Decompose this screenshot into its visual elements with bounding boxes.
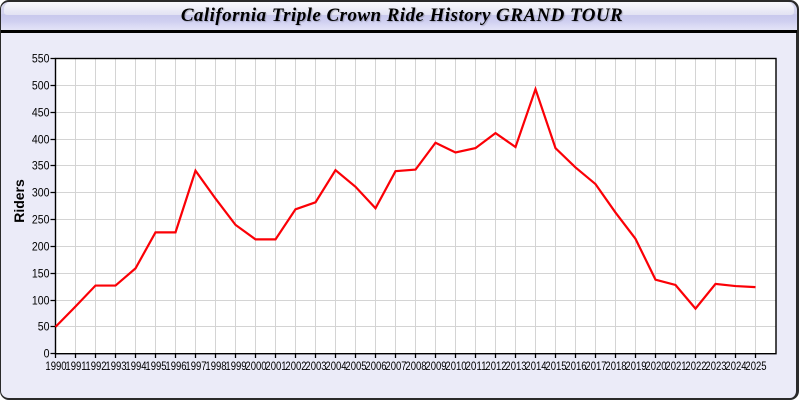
svg-text:2007: 2007 xyxy=(385,359,406,373)
svg-text:1993: 1993 xyxy=(105,359,126,373)
svg-text:2018: 2018 xyxy=(605,359,626,373)
svg-text:1992: 1992 xyxy=(85,359,106,373)
svg-text:550: 550 xyxy=(32,52,50,66)
svg-text:1998: 1998 xyxy=(205,359,226,373)
svg-text:2020: 2020 xyxy=(645,359,666,373)
svg-text:2016: 2016 xyxy=(565,359,586,373)
svg-text:150: 150 xyxy=(32,267,50,281)
svg-text:2015: 2015 xyxy=(545,359,566,373)
svg-text:2004: 2004 xyxy=(325,359,346,373)
svg-text:0: 0 xyxy=(44,347,50,361)
svg-text:2010: 2010 xyxy=(445,359,466,373)
svg-text:2001: 2001 xyxy=(265,359,286,373)
svg-text:2000: 2000 xyxy=(245,359,266,373)
svg-text:2006: 2006 xyxy=(365,359,386,373)
svg-text:1991: 1991 xyxy=(65,359,86,373)
svg-text:250: 250 xyxy=(32,213,50,227)
svg-text:2011: 2011 xyxy=(465,359,486,373)
svg-text:1995: 1995 xyxy=(145,359,166,373)
svg-text:2009: 2009 xyxy=(425,359,446,373)
svg-text:2005: 2005 xyxy=(345,359,366,373)
svg-text:1997: 1997 xyxy=(185,359,206,373)
svg-text:300: 300 xyxy=(32,186,50,200)
svg-text:1996: 1996 xyxy=(165,359,186,373)
svg-text:450: 450 xyxy=(32,106,50,120)
svg-text:2008: 2008 xyxy=(405,359,426,373)
svg-text:Riders: Riders xyxy=(11,179,27,223)
svg-text:2014: 2014 xyxy=(525,359,546,373)
svg-text:100: 100 xyxy=(32,294,50,308)
svg-text:2013: 2013 xyxy=(505,359,526,373)
svg-text:50: 50 xyxy=(38,320,50,334)
svg-text:1990: 1990 xyxy=(45,359,66,373)
svg-text:1994: 1994 xyxy=(125,359,146,373)
svg-text:350: 350 xyxy=(32,159,50,173)
svg-text:2024: 2024 xyxy=(725,359,746,373)
svg-text:1999: 1999 xyxy=(225,359,246,373)
svg-text:2017: 2017 xyxy=(585,359,606,373)
svg-text:2021: 2021 xyxy=(665,359,686,373)
svg-text:500: 500 xyxy=(32,79,50,93)
svg-text:400: 400 xyxy=(32,133,50,147)
svg-text:2019: 2019 xyxy=(625,359,646,373)
svg-text:2012: 2012 xyxy=(485,359,506,373)
svg-text:2003: 2003 xyxy=(305,359,326,373)
svg-text:2025: 2025 xyxy=(745,359,766,373)
svg-text:2022: 2022 xyxy=(685,359,706,373)
svg-text:200: 200 xyxy=(32,240,50,254)
svg-text:2023: 2023 xyxy=(705,359,726,373)
svg-text:2002: 2002 xyxy=(285,359,306,373)
